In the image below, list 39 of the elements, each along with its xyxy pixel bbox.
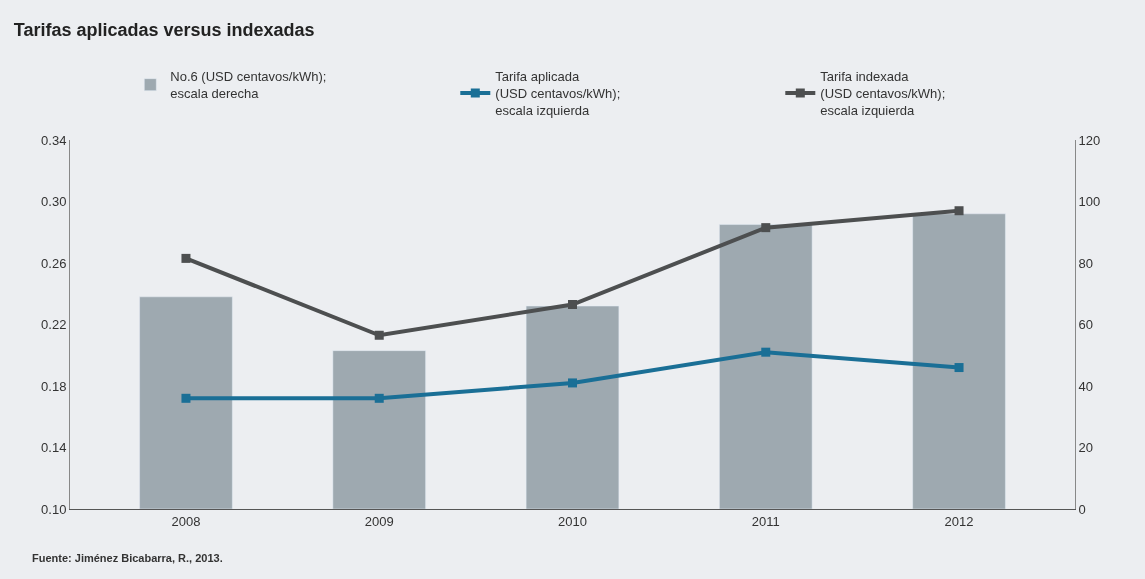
point (181, 393, 191, 403)
y-tick-label: 0.10 (41, 501, 67, 517)
point (954, 206, 964, 216)
x-tick-label: 2012 (944, 513, 974, 529)
x-tick-label: 2008 (171, 513, 201, 529)
y2-tick-label: 100 (1078, 194, 1101, 210)
y-tick-label: 0.14 (41, 440, 67, 456)
y-tick-label: 0.26 (41, 255, 67, 271)
chart-title: Tarifas aplicadas versus indexadas (13, 19, 315, 40)
y2-tick-label: 40 (1078, 378, 1094, 394)
y-tick-label: 0.18 (41, 378, 67, 394)
point (374, 393, 384, 403)
point (761, 347, 771, 357)
legend-label: Tarifa indexada (USD centavos/kWh); escala izquierda (820, 69, 946, 119)
x-tick-label: 2010 (558, 513, 587, 529)
bar (719, 224, 813, 509)
legend-label: Tarifa aplicada (USD centavos/kWh); escala izquierda (495, 69, 621, 119)
y2-tick-label: 60 (1078, 317, 1094, 333)
x-tick-label: 2009 (364, 513, 394, 529)
y-tick-label: 0.30 (41, 194, 67, 210)
point (568, 300, 577, 310)
bar (525, 305, 620, 509)
y2-tick-label: 120 (1078, 132, 1101, 148)
point (181, 253, 191, 263)
y2-tick-label: 20 (1078, 440, 1094, 456)
y2-tick-label: 80 (1078, 255, 1094, 271)
bar (912, 213, 1006, 509)
y-tick-label: 0.22 (41, 317, 67, 333)
y2-tick-label: 0 (1078, 501, 1086, 517)
point (568, 378, 577, 388)
legend-label: No.6 (USD centavos/kWh); escala derecha (170, 69, 327, 102)
point (761, 223, 771, 233)
source-note: Fuente: Jiménez Bicabarra, R., 2013. (32, 552, 223, 564)
bar (332, 350, 426, 509)
x-tick-label: 2011 (751, 513, 780, 529)
y-tick-label: 0.34 (41, 132, 67, 148)
bar (139, 296, 233, 509)
point (374, 330, 384, 340)
point (954, 363, 964, 373)
